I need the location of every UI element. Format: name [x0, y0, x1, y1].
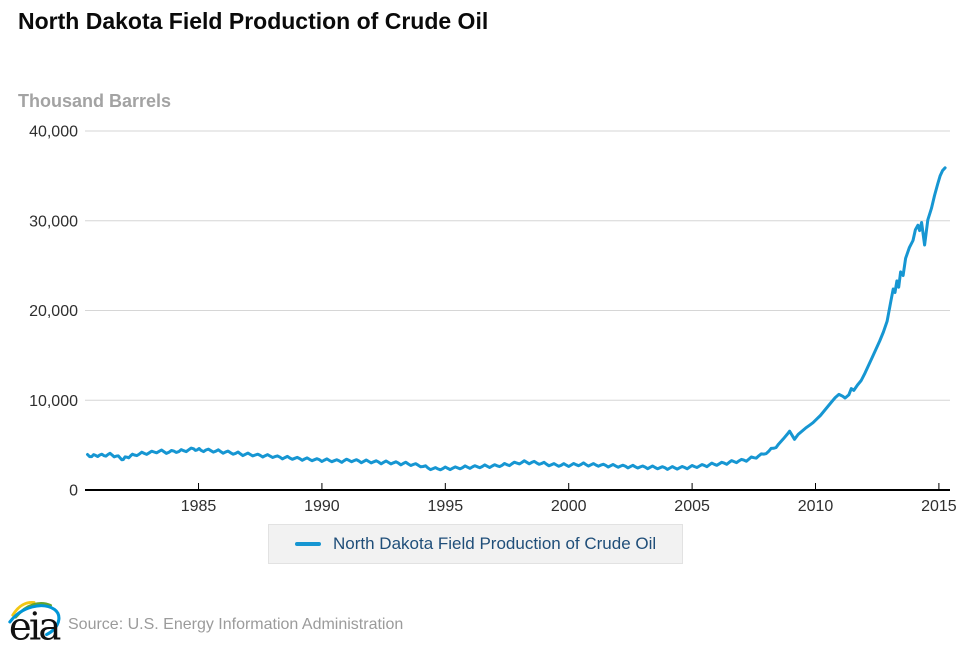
y-tick-label: 20,000 [29, 303, 78, 320]
production-line-chart: 0 10,000 20,000 30,000 40,000 1985 1990 1995 200… [29, 124, 957, 516]
x-tick-label: 2000 [551, 498, 587, 515]
y-axis-title: Thousand Barrels [18, 91, 172, 111]
chart-title: North Dakota Field Production of Crude O… [18, 8, 489, 34]
legend-line-swatch [295, 542, 321, 546]
source-line: Source: U.S. Energy Information Administ… [68, 616, 404, 633]
logo-word: eia [9, 604, 60, 644]
logo-yellow-swoosh-icon [11, 600, 36, 617]
legend: North Dakota Field Production of Crude O… [268, 524, 684, 564]
logo-blue-swoosh-icon [8, 604, 61, 637]
y-tick-label: 40,000 [29, 124, 78, 141]
x-tick-label: 2010 [798, 498, 834, 515]
x-tick-label: 1995 [428, 498, 464, 515]
y-tick-label: 30,000 [29, 213, 78, 230]
y-tick-label: 0 [69, 483, 78, 500]
series-line [86, 166, 947, 472]
eia-logo: eia [8, 600, 63, 644]
x-tick-label: 1990 [304, 498, 340, 515]
x-tick-label: 1985 [181, 498, 217, 515]
x-tick-label: 2005 [674, 498, 710, 515]
y-tick-label: 10,000 [29, 393, 78, 410]
legend-label: North Dakota Field Production of Crude O… [333, 534, 657, 553]
footer: eia Source: U.S. Energy Information Admi… [0, 594, 970, 647]
x-tick-label: 2015 [921, 498, 957, 515]
